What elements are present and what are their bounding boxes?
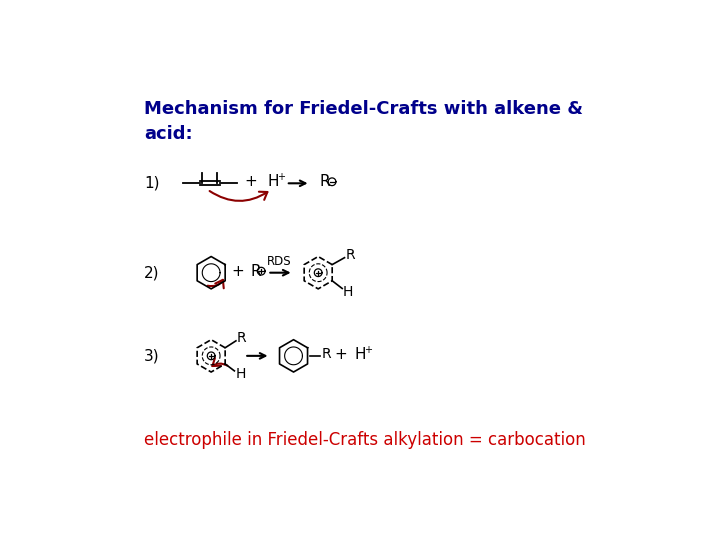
Text: R: R: [346, 248, 355, 261]
Text: RDS: RDS: [267, 255, 292, 268]
Text: H: H: [267, 174, 279, 189]
Text: H: H: [343, 285, 354, 299]
FancyArrowPatch shape: [212, 358, 228, 366]
Text: +: +: [232, 264, 245, 279]
Text: 3): 3): [144, 348, 160, 363]
Text: R: R: [251, 264, 261, 279]
Text: +: +: [334, 347, 347, 362]
Text: R: R: [237, 331, 246, 345]
Text: +: +: [364, 345, 372, 355]
FancyArrowPatch shape: [207, 280, 224, 288]
Text: +: +: [244, 174, 257, 189]
FancyArrowPatch shape: [210, 191, 267, 201]
Text: R: R: [320, 174, 330, 189]
Text: H: H: [354, 347, 366, 362]
Text: H: H: [235, 367, 246, 381]
Text: Mechanism for Friedel-Crafts with alkene &: Mechanism for Friedel-Crafts with alkene…: [144, 100, 583, 118]
Text: acid:: acid:: [144, 125, 193, 143]
Text: R: R: [322, 347, 332, 361]
Text: electrophile in Friedel-Crafts alkylation = carbocation: electrophile in Friedel-Crafts alkylatio…: [144, 431, 586, 449]
Text: 2): 2): [144, 265, 160, 280]
Text: +: +: [276, 172, 284, 182]
Text: 1): 1): [144, 176, 160, 191]
